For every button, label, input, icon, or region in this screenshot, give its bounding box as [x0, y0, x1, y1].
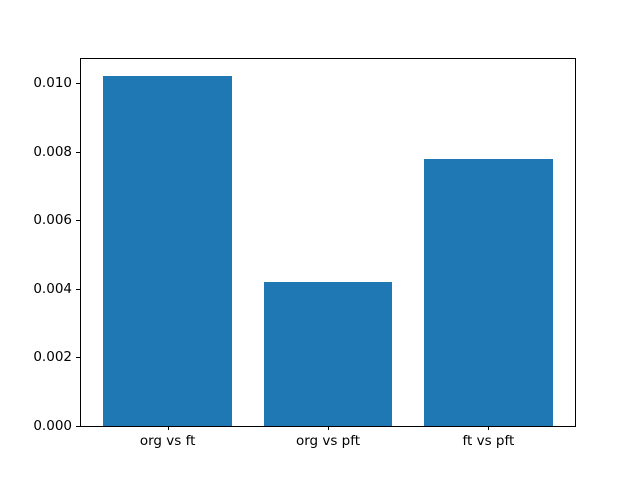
- y-tick-label: 0.004: [33, 280, 72, 297]
- y-tick-label: 0.010: [33, 75, 72, 92]
- y-tick-mark: [76, 83, 80, 85]
- bar-org-vs-pft: [263, 282, 393, 426]
- y-tick-label: 0.002: [33, 349, 72, 366]
- plot-area: [80, 58, 576, 427]
- bar-ft-vs-pft: [424, 158, 553, 426]
- x-tick-mark: [328, 426, 329, 430]
- y-tick-mark: [76, 357, 80, 359]
- y-tick-mark: [76, 220, 80, 222]
- x-tick-mark: [488, 426, 490, 430]
- x-tick-label: org vs ft: [139, 433, 196, 449]
- x-tick-label: org vs pft: [295, 433, 361, 449]
- y-tick-mark: [76, 151, 80, 153]
- y-tick-mark: [76, 426, 80, 427]
- bar-org-vs-ft: [103, 76, 232, 426]
- y-tick-label: 0.008: [33, 143, 72, 160]
- y-tick-label: 0.000: [33, 418, 72, 434]
- y-tick-label: 0.006: [33, 212, 72, 229]
- y-tick-mark: [76, 288, 80, 290]
- x-tick-label: ft vs pft: [462, 433, 515, 449]
- x-tick-mark: [167, 426, 169, 430]
